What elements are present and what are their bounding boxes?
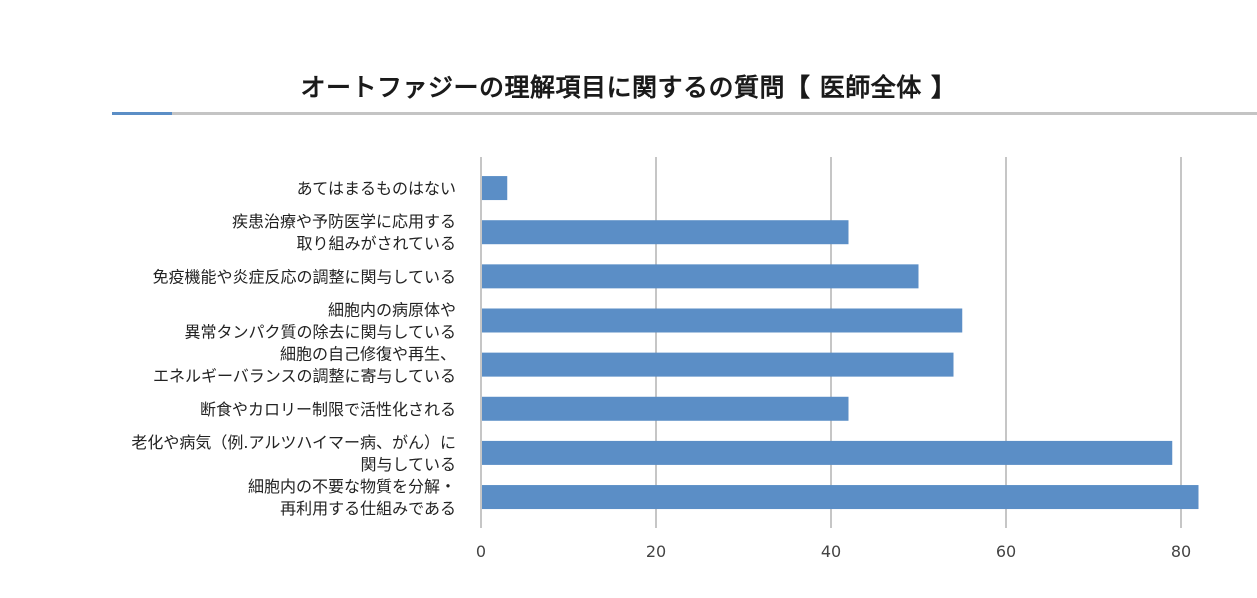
category-label-7: 老化や病気（例.アルツハイマー病、がん）に関与している: [131, 433, 456, 474]
bar-7: [482, 440, 1173, 465]
category-label-2: 疾患治療や予防医学に応用する取り組みがされている: [232, 212, 456, 253]
bar-3: [482, 264, 919, 289]
x-tick-label-60: 60: [996, 542, 1016, 561]
category-label-1: あてはまるものはない: [297, 179, 456, 198]
category-label-6: 断食やカロリー制限で活性化される: [200, 400, 456, 419]
bar-2: [482, 220, 849, 245]
x-tick-label-80: 80: [1171, 542, 1191, 561]
category-label-4: 細胞内の病原体や異常タンパク質の除去に関与している: [184, 300, 456, 341]
bar-6: [482, 396, 849, 421]
x-tick-label-40: 40: [821, 542, 841, 561]
title-underline: [112, 112, 1257, 115]
title-underline-accent: [112, 112, 172, 115]
x-tick-label-20: 20: [646, 542, 666, 561]
bar-8: [482, 485, 1199, 510]
category-label-3: 免疫機能や炎症反応の調整に関与している: [152, 267, 456, 286]
bar-5: [482, 352, 954, 377]
category-label-8: 細胞内の不要な物質を分解・再利用する仕組みである: [248, 477, 456, 518]
chart-title: オートファジーの理解項目に関するの質問【 医師全体 】: [300, 73, 957, 102]
category-label-5: 細胞の自己修復や再生、エネルギーバランスの調整に寄与している: [153, 345, 456, 386]
x-tick-label-0: 0: [476, 542, 486, 561]
bar-4: [482, 308, 963, 333]
bar-1: [482, 176, 508, 201]
